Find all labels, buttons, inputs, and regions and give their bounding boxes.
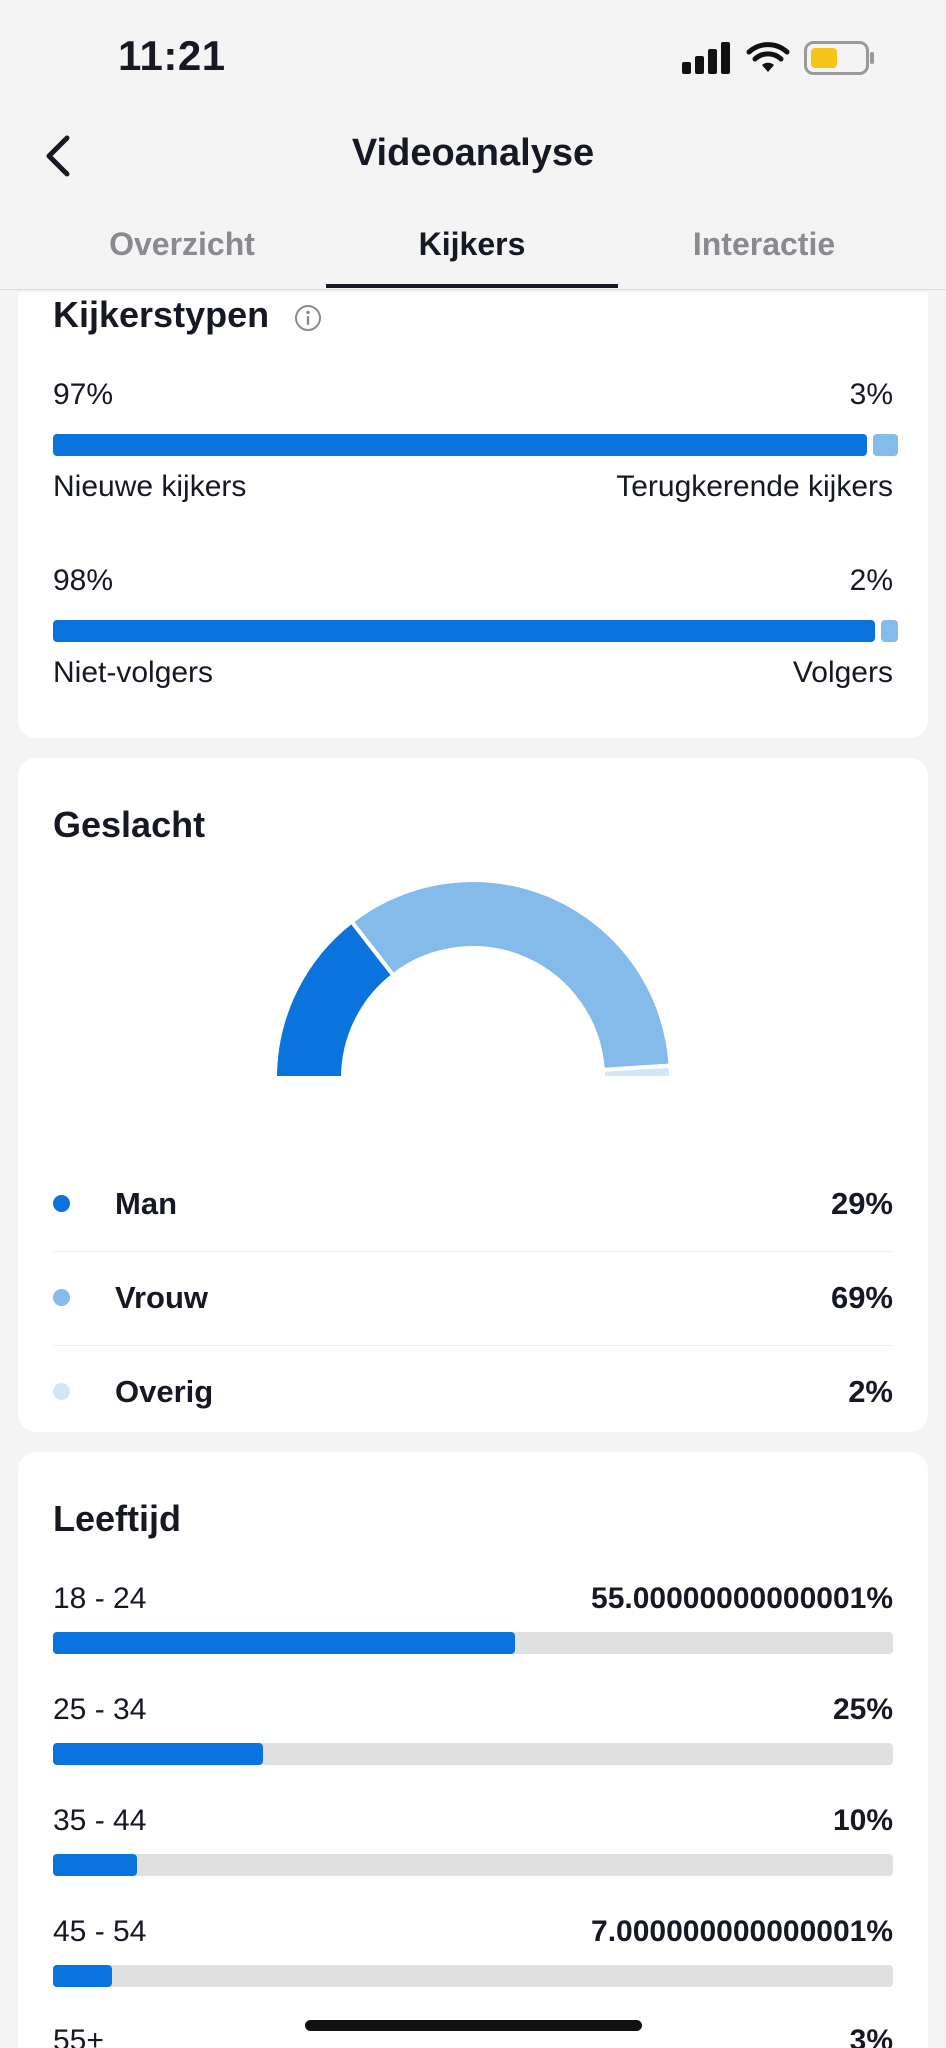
non-followers-bar (53, 620, 875, 642)
status-bar: 11:21 (0, 0, 946, 112)
new-viewers-percent: 97% (53, 378, 114, 411)
returning-viewers-label: Terugkerende kijkers (616, 470, 893, 503)
followers-label: Volgers (792, 656, 893, 689)
legend-label-vrouw: Vrouw (115, 1280, 209, 1315)
cellular-signal-icon (682, 42, 730, 74)
legend-row-vrouw: Vrouw 69% (53, 1252, 893, 1346)
new-viewers-bar (53, 434, 867, 456)
nav-header: Videoanalyse (0, 112, 946, 194)
age-label-25-34: 25 - 34 (53, 1693, 147, 1726)
gender-card: Geslacht Man 29% Vrouw 69% Overig 2% (18, 758, 928, 1432)
age-track-45-54 (53, 1965, 893, 1987)
non-followers-label: Niet-volgers (53, 656, 214, 689)
legend-value-overig: 2% (848, 1374, 893, 1409)
age-track-25-34 (53, 1743, 893, 1765)
page-title: Videoanalyse (351, 132, 595, 174)
home-indicator (305, 2020, 642, 2031)
returning-viewers-bar (873, 434, 898, 456)
gender-donut-chart (273, 878, 673, 1080)
followers-percent: 2% (849, 564, 893, 597)
viewer-types-card: Kijkerstypen 97% 3% Nieuwe kijkers Terug… (18, 292, 928, 738)
age-card: Leeftijd 18 - 24 55.00000000000001% 25 -… (18, 1452, 928, 2048)
legend-label-man: Man (115, 1186, 177, 1221)
gender-slice-overig (600, 1063, 673, 1080)
returning-viewers-percent: 3% (849, 378, 893, 411)
age-value-45-54: 7.000000000000001% (591, 1915, 893, 1948)
age-label-45-54: 45 - 54 (53, 1915, 147, 1948)
info-icon[interactable] (294, 304, 322, 332)
gender-title: Geslacht (53, 804, 206, 845)
legend-value-man: 29% (830, 1186, 893, 1221)
legend-dot-overig (53, 1383, 70, 1400)
legend-dot-man (53, 1195, 70, 1212)
age-bar-25-34 (53, 1743, 263, 1765)
tab-kijkers[interactable]: Kijkers (418, 226, 526, 262)
legend-label-overig: Overig (115, 1374, 214, 1409)
age-value-35-44: 10% (832, 1804, 893, 1837)
viewer-types-title: Kijkerstypen (53, 294, 270, 335)
status-time: 11:21 (118, 32, 226, 79)
age-bar-18-24 (53, 1632, 515, 1654)
legend-row-overig: Overig 2% (53, 1346, 893, 1440)
legend-row-man: Man 29% (53, 1158, 893, 1252)
new-viewers-label: Nieuwe kijkers (53, 470, 247, 503)
active-tab-indicator (326, 284, 618, 288)
age-value-25-34: 25% (832, 1693, 893, 1726)
legend-value-vrouw: 69% (830, 1280, 893, 1315)
age-value-55-plus: 3% (849, 2024, 893, 2048)
age-label-55-plus: 55+ (53, 2024, 104, 2048)
chevron-left-icon (46, 135, 70, 177)
wifi-icon (746, 42, 790, 72)
followers-bar (881, 620, 898, 642)
age-value-18-24: 55.00000000000001% (591, 1582, 893, 1615)
battery-icon (804, 41, 874, 75)
age-track-35-44 (53, 1854, 893, 1876)
tab-bar: Overzicht Kijkers Interactie (0, 212, 946, 290)
age-label-35-44: 35 - 44 (53, 1804, 147, 1837)
tab-overzicht[interactable]: Overzicht (109, 226, 255, 262)
age-title: Leeftijd (53, 1498, 182, 1539)
non-followers-percent: 98% (53, 564, 114, 597)
age-bar-35-44 (53, 1854, 137, 1876)
age-bar-45-54 (53, 1965, 112, 1987)
status-icons (682, 38, 876, 78)
age-label-18-24: 18 - 24 (53, 1582, 147, 1615)
back-button[interactable] (28, 126, 88, 186)
gender-slice-vrouw (348, 878, 673, 1072)
legend-dot-vrouw (53, 1289, 70, 1306)
tab-interactie[interactable]: Interactie (692, 226, 836, 262)
